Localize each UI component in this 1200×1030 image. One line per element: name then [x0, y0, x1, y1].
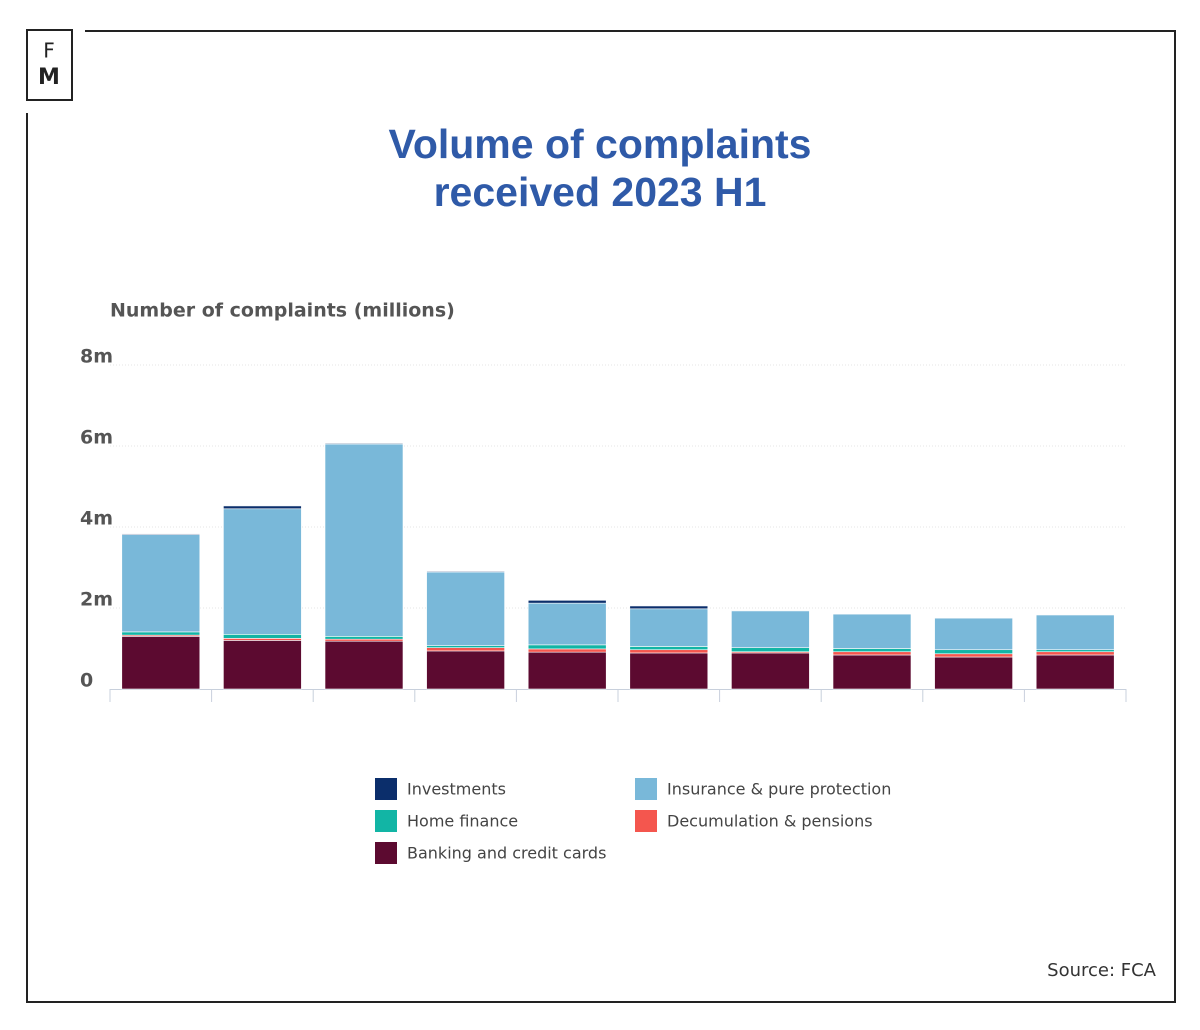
source: Source: FCA [1047, 960, 1157, 981]
bar-segment [629, 649, 709, 654]
legend-swatch [375, 810, 397, 832]
bar-segment [1035, 649, 1115, 653]
bar-segment [223, 634, 302, 639]
bar-segment [832, 648, 912, 653]
bar-segment [223, 508, 302, 635]
y-axis-label: Number of complaints (millions) [110, 300, 455, 322]
y-tick-label: 0 [80, 670, 93, 692]
bar-segment [731, 652, 810, 690]
bar-segment [324, 636, 404, 640]
bar-segment [934, 656, 1013, 690]
bar-segment [629, 652, 709, 690]
bar-segment [1035, 654, 1115, 690]
bar-segment [934, 653, 1013, 658]
bar-segment [324, 640, 404, 690]
bar-segment [426, 647, 505, 652]
legend-swatch [635, 810, 657, 832]
bar-segment [1035, 651, 1115, 656]
y-tick-label: 4m [80, 508, 113, 530]
bar-segment [832, 613, 912, 649]
y-tick-label: 2m [80, 589, 113, 611]
bar-segment [223, 640, 302, 690]
bar-segment [223, 638, 302, 641]
logo-top: F [43, 39, 55, 63]
legend-label: Investments [407, 780, 506, 799]
bar-segment [324, 443, 404, 637]
y-tick-label: 6m [80, 427, 113, 449]
legend-swatch [635, 778, 657, 800]
bar-segment [527, 600, 607, 604]
logo-bottom: M [38, 65, 60, 90]
bar-segment [934, 617, 1013, 651]
frame [26, 30, 1176, 1003]
chart-title: Volume of complaints received 2023 H1 [388, 121, 812, 215]
bar-segment [426, 570, 505, 573]
bar-segment [121, 631, 201, 636]
bar-segment [629, 646, 709, 651]
bar-segment [426, 571, 505, 646]
bar-segment [731, 647, 810, 653]
bar-segment [121, 533, 201, 535]
bar-segment [832, 654, 912, 690]
bar-segment [629, 605, 709, 610]
legend-swatch [375, 778, 397, 800]
bar-segment [121, 534, 201, 633]
legend-label: Banking and credit cards [407, 844, 606, 863]
legend-label: Insurance & pure protection [667, 780, 891, 799]
bar-segment [121, 636, 201, 690]
bar-segment [832, 651, 912, 656]
bar-segment [934, 649, 1013, 655]
y-tick-label: 8m [80, 346, 113, 368]
bar-segment [527, 602, 607, 646]
bar-segment [324, 442, 404, 445]
bar-segment [426, 650, 505, 690]
bar-segment [324, 638, 404, 642]
bar-segment [629, 608, 709, 647]
legend-label: Home finance [407, 812, 518, 831]
bar-segment [1035, 614, 1115, 651]
bar-segment [223, 505, 302, 510]
legend-swatch [375, 842, 397, 864]
legend-label: Decumulation & pensions [667, 812, 873, 831]
bar-segment [731, 610, 810, 648]
bar-segment [527, 644, 607, 650]
bar-segment [527, 651, 607, 690]
bar-segment [527, 648, 607, 653]
bar-segment [426, 645, 505, 648]
logo-box [26, 29, 73, 101]
